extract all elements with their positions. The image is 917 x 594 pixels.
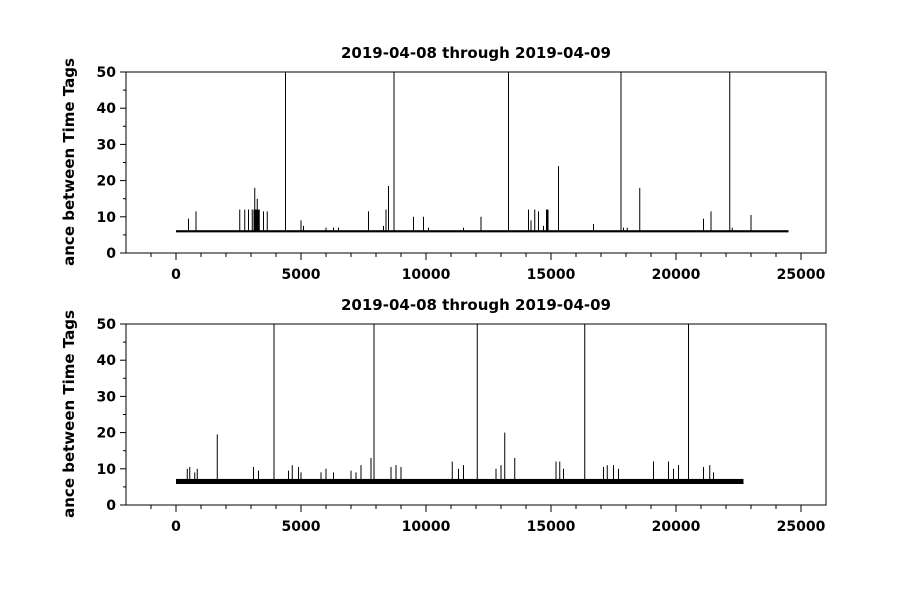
y-tick-label: 20: [97, 174, 117, 190]
chart-title: 2019-04-08 through 2019-04-09: [341, 296, 611, 314]
x-tick-label: 15000: [527, 267, 576, 283]
x-tick-label: 0: [171, 519, 181, 535]
y-axis: 0 10 20 30 40 50: [97, 65, 126, 262]
x-tick-label: 5000: [282, 519, 321, 535]
x-tick-label: 0: [171, 267, 181, 283]
dense-block: [546, 209, 549, 232]
y-tick-label: 30: [97, 137, 117, 153]
x-tick-label: 20000: [652, 519, 701, 535]
series-trace: [176, 72, 789, 233]
baseline-trace: [176, 478, 744, 485]
x-tick-label: 15000: [527, 519, 576, 535]
x-tick-label: 25000: [777, 519, 826, 535]
y-tick-label: 10: [97, 462, 117, 478]
chart-panel-top: 2019-04-08 through 2019-04-09 ance betwe…: [60, 44, 827, 283]
x-axis: 0 5000 10000 15000 20000 25000: [150, 253, 826, 283]
x-tick-label: 10000: [402, 267, 451, 283]
x-tick-label: 5000: [282, 267, 321, 283]
y-tick-label: 0: [106, 246, 116, 262]
plot-frame: [125, 71, 827, 254]
y-tick-label: 10: [97, 210, 117, 226]
series-trace: [176, 324, 744, 485]
y-tick-label: 50: [97, 317, 117, 333]
dense-block: [253, 209, 260, 232]
y-tick-label: 20: [97, 426, 117, 442]
y-axis-label: ance between Time Tags: [60, 310, 78, 518]
x-tick-label: 25000: [777, 267, 826, 283]
y-tick-label: 30: [97, 389, 117, 405]
y-tick-label: 40: [97, 353, 117, 369]
baseline-trace: [176, 230, 789, 233]
x-tick-label: 10000: [402, 519, 451, 535]
x-tick-label: 20000: [652, 267, 701, 283]
y-tick-label: 50: [97, 65, 117, 81]
x-axis: 0 5000 10000 15000 20000 25000: [150, 505, 826, 535]
chart-panel-bottom: 2019-04-08 through 2019-04-09 ance betwe…: [60, 296, 827, 535]
plot-frame: [125, 323, 827, 506]
chart-title: 2019-04-08 through 2019-04-09: [341, 44, 611, 62]
y-tick-label: 0: [106, 498, 116, 514]
y-axis: 0 10 20 30 40 50: [97, 317, 126, 514]
y-tick-label: 40: [97, 101, 117, 117]
y-axis-label: ance between Time Tags: [60, 58, 78, 266]
